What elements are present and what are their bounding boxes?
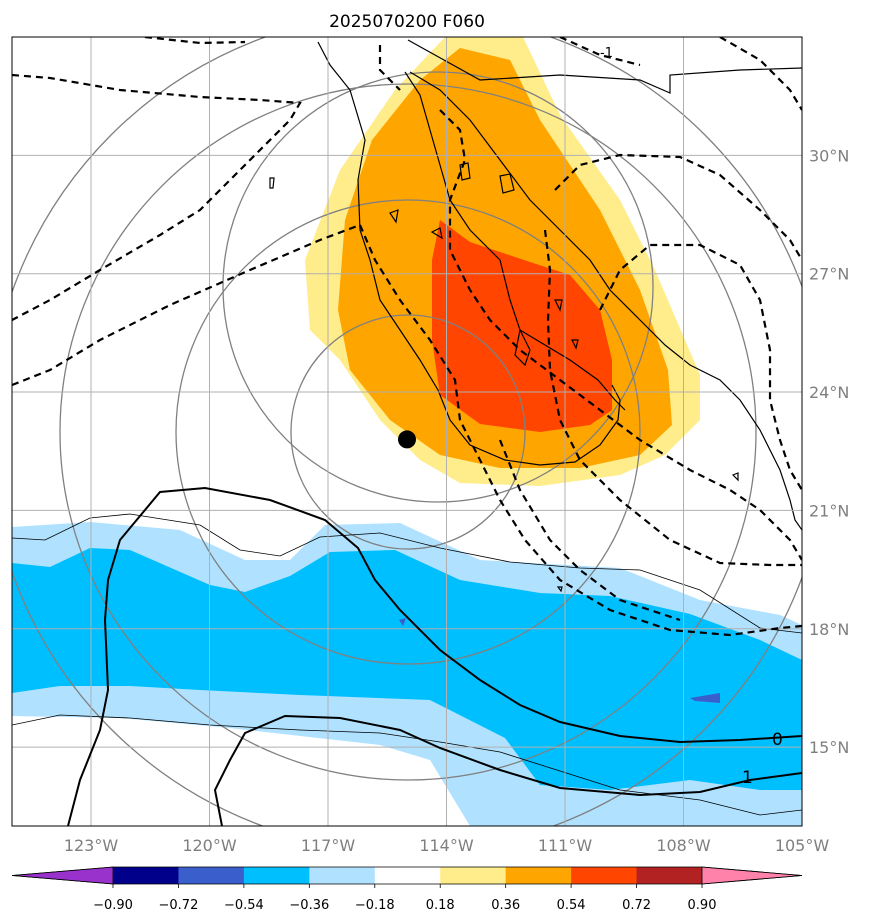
lon-tick-label: 111°W: [538, 836, 593, 855]
contour-label: -1: [600, 46, 613, 61]
chart-title: 2025070200 F060: [329, 12, 485, 32]
colorbar-tick-label: −0.18: [355, 898, 395, 913]
center-marker: [398, 430, 416, 449]
colorbar-segment: [440, 867, 507, 884]
colorbar-extend-high: [701, 866, 803, 885]
lon-tick-label: 117°W: [301, 836, 356, 855]
colorbar-tick-label: −0.36: [289, 898, 329, 913]
lat-tick-label: 15°N: [809, 738, 849, 757]
colorbar-tick-label: 0.36: [491, 898, 520, 913]
thin-contours: [12, 513, 802, 816]
lat-tick-label: 18°N: [809, 620, 849, 639]
lon-tick-label: 105°W: [775, 836, 830, 855]
colorbar-segment: [309, 867, 376, 884]
lat-tick-label: 27°N: [809, 265, 849, 284]
colorbar-segment: [243, 867, 310, 884]
latitude-labels: 15°N 18°N 21°N 24°N 27°N 30°N: [809, 146, 849, 757]
negative-spot: [690, 693, 720, 703]
lon-tick-label: 123°W: [64, 836, 119, 855]
lon-tick-label: 114°W: [419, 836, 474, 855]
colorbar-tick-label: 0.90: [688, 898, 717, 913]
lat-tick-label: 30°N: [809, 146, 849, 165]
positive-band-strong: [432, 220, 612, 432]
colorbar-tick-label: 0.18: [426, 898, 455, 913]
lon-tick-label: 108°W: [656, 836, 711, 855]
map-frame: [11, 36, 803, 827]
map-area: -1 0 1: [12, 37, 802, 826]
colorbar-tick-label: −0.90: [93, 898, 133, 913]
gridlines: [12, 37, 802, 826]
colorbar-segment: [374, 867, 441, 884]
longitude-labels: 123°W 120°W 117°W 114°W 111°W 108°W 105°W: [64, 836, 830, 855]
solid-contours: [67, 486, 802, 826]
colorbar-extend-low: [11, 866, 114, 885]
colorbar: [11, 866, 803, 885]
contour-label: 0: [772, 730, 783, 750]
dashed-contours: [12, 37, 802, 637]
colorbar-segment: [505, 867, 572, 884]
lat-tick-label: 24°N: [809, 383, 849, 402]
colorbar-segment: [636, 867, 703, 884]
colorbar-segment: [178, 867, 245, 884]
coastlines: [269, 39, 802, 593]
contour-label: 1: [742, 768, 753, 788]
range-circles: [12, 37, 802, 826]
lat-tick-label: 21°N: [809, 501, 849, 520]
colorbar-tick-label: −0.72: [159, 898, 199, 913]
colorbar-tick-label: 0.54: [557, 898, 586, 913]
colorbar-segment: [571, 867, 638, 884]
colorbar-tick-labels: −0.90 −0.72 −0.54 −0.36 −0.18 0.18 0.36 0.54 0.7…: [93, 884, 716, 913]
lon-tick-label: 120°W: [182, 836, 237, 855]
colorbar-tick-label: 0.72: [622, 898, 651, 913]
negative-spot: [399, 618, 406, 626]
colorbar-segment: [113, 867, 179, 884]
colorbar-tick-label: −0.54: [224, 898, 264, 913]
